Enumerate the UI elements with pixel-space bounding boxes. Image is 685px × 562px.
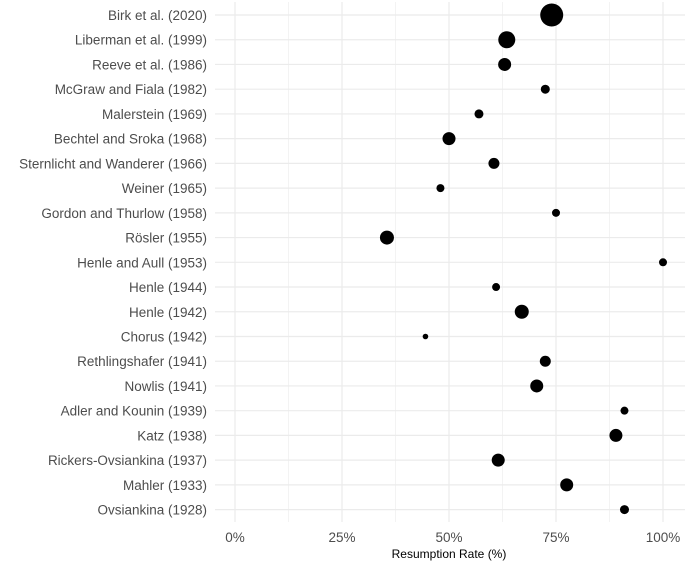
study-label: Rethlingshafer (1941) [77,354,207,369]
study-label: Henle (1944) [129,280,207,295]
study-label: Bechtel and Sroka (1968) [54,132,207,147]
grid-lines [215,2,685,522]
study-label: Weiner (1965) [122,181,207,196]
study-label: Henle (1942) [129,305,207,320]
study-label: Reeve et al. (1986) [92,57,207,72]
study-label: Nowlis (1941) [124,379,207,394]
study-point [474,109,484,119]
study-label: Malerstein (1969) [102,107,207,122]
x-axis-title: Resumption Rate (%) [392,547,507,561]
study-label: Chorus (1942) [121,329,207,344]
study-label: Mahler (1933) [123,478,207,493]
data-points [379,3,667,515]
study-point [488,157,500,169]
study-point [498,57,512,71]
study-point [620,406,629,415]
study-point [436,184,445,193]
study-point [609,428,623,442]
study-point [539,355,551,367]
x-tick-label: 100% [646,530,681,545]
study-point [540,84,550,94]
study-point [530,379,544,393]
study-point [619,505,629,515]
study-label: Henle and Aull (1953) [77,255,207,270]
x-tick-label: 0% [225,530,245,545]
study-label: Ovsiankina (1928) [97,503,207,518]
x-axis-tick-labels: 0% 25% 50% 75% 100% [225,530,680,545]
study-label: Katz (1938) [137,428,207,443]
study-label: McGraw and Fiala (1982) [55,82,207,97]
study-label: Gordon and Thurlow (1958) [41,206,207,221]
x-tick-label: 50% [435,530,462,545]
study-label: Liberman et al. (1999) [75,33,207,48]
study-point [422,333,429,340]
study-label: Rösler (1955) [125,231,207,246]
study-point [379,230,394,245]
x-tick-label: 25% [328,530,355,545]
study-point [498,31,516,49]
study-point [514,304,529,319]
study-labels: Birk et al. (2020) Liberman et al. (1999)… [19,8,207,518]
study-point [552,208,560,217]
study-label: Birk et al. (2020) [108,8,207,23]
study-label: Rickers-Ovsiankina (1937) [48,453,207,468]
study-point [659,258,667,267]
study-point [540,3,564,27]
study-label: Adler and Kounin (1939) [61,404,207,419]
study-label: Sternlicht and Wanderer (1966) [19,156,207,171]
study-point [492,283,501,292]
study-point [560,478,574,492]
study-point [491,453,505,467]
x-tick-label: 75% [542,530,569,545]
study-point [442,132,456,146]
